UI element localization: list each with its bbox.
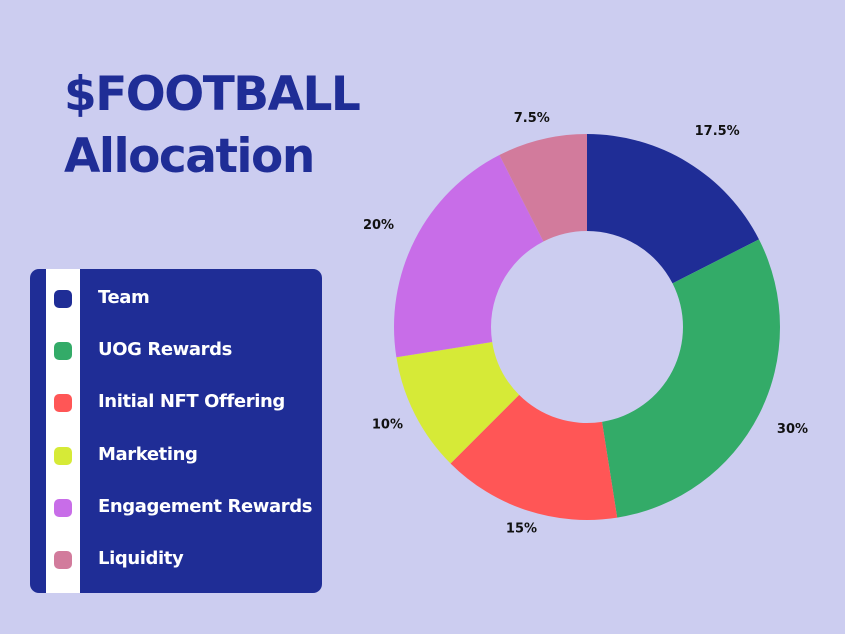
legend-item-initial-nft-offering: Initial NFT Offering bbox=[30, 388, 322, 418]
legend-label-uog-rewards: UOG Rewards bbox=[98, 339, 232, 360]
legend: Team UOG Rewards Initial NFT Offering Ma… bbox=[30, 269, 322, 593]
slice-engagement-rewards bbox=[394, 155, 544, 358]
legend-swatch-marketing bbox=[54, 447, 72, 465]
legend-label-engagement-rewards: Engagement Rewards bbox=[98, 496, 313, 517]
pct-label-marketing: 10% bbox=[372, 418, 403, 433]
legend-swatch-engagement-rewards bbox=[54, 499, 72, 517]
chart-title: $FOOTBALL Allocation bbox=[64, 64, 361, 188]
donut-slices bbox=[394, 134, 780, 520]
title-line-2: Allocation bbox=[64, 129, 315, 184]
legend-label-liquidity: Liquidity bbox=[98, 548, 184, 569]
legend-item-team: Team bbox=[30, 284, 322, 314]
legend-item-engagement-rewards: Engagement Rewards bbox=[30, 493, 322, 523]
legend-item-uog-rewards: UOG Rewards bbox=[30, 336, 322, 366]
pct-label-uog-rewards: 30% bbox=[777, 422, 808, 437]
legend-label-team: Team bbox=[98, 287, 150, 308]
legend-label-marketing: Marketing bbox=[98, 444, 198, 465]
legend-swatch-liquidity bbox=[54, 551, 72, 569]
legend-swatch-team bbox=[54, 290, 72, 308]
legend-swatch-uog-rewards bbox=[54, 342, 72, 360]
legend-item-liquidity: Liquidity bbox=[30, 545, 322, 575]
slice-uog-rewards bbox=[602, 239, 780, 518]
legend-swatch-initial-nft-offering bbox=[54, 394, 72, 412]
slice-marketing bbox=[396, 342, 520, 464]
slice-liquidity bbox=[499, 134, 587, 242]
legend-label-initial-nft-offering: Initial NFT Offering bbox=[98, 391, 285, 412]
percentage-labels: 17.5% 30% 15% 10% 20% 7.5% bbox=[363, 111, 808, 537]
pct-label-initial-nft-offering: 15% bbox=[506, 522, 537, 537]
title-line-1: $FOOTBALL bbox=[64, 67, 361, 122]
slice-initial-nft-offering bbox=[450, 394, 618, 520]
pct-label-liquidity: 7.5% bbox=[514, 111, 550, 126]
pct-label-team: 17.5% bbox=[695, 124, 740, 139]
legend-stripe bbox=[46, 269, 80, 593]
slice-team bbox=[587, 134, 759, 284]
legend-item-marketing: Marketing bbox=[30, 441, 322, 471]
pct-label-engagement-rewards: 20% bbox=[363, 218, 394, 233]
